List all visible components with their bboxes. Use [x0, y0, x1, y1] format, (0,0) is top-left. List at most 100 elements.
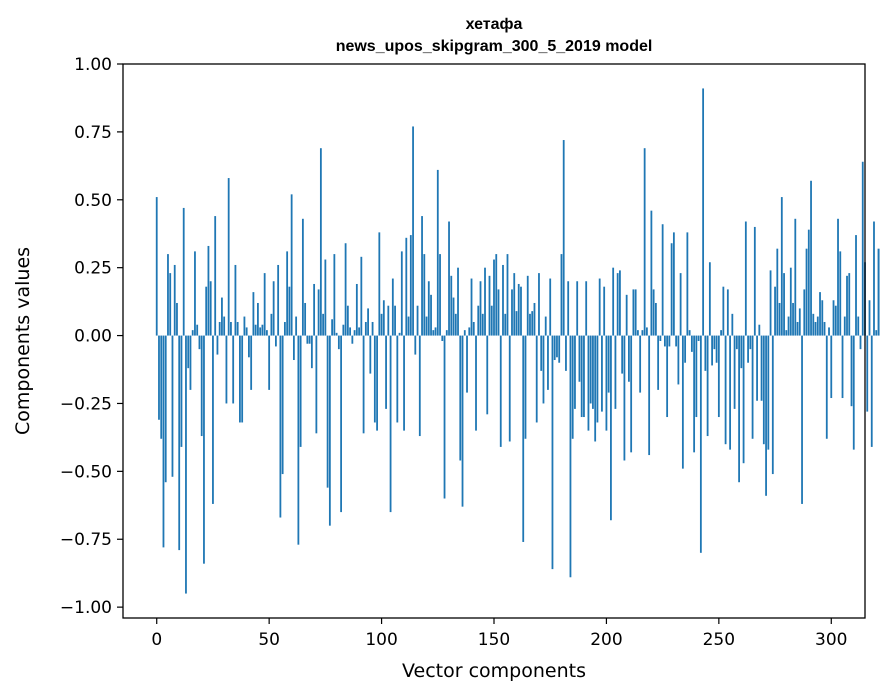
bar-298 — [825, 335, 828, 439]
bar-260 — [740, 335, 743, 369]
bar-107 — [396, 335, 399, 423]
bar-100 — [380, 313, 383, 336]
bar-101 — [382, 300, 385, 336]
bar-6 — [169, 273, 172, 336]
bar-149 — [490, 305, 493, 336]
bar-136 — [461, 335, 464, 507]
bar-204 — [614, 335, 617, 409]
bar-220 — [650, 210, 653, 336]
bar-197 — [598, 278, 601, 336]
bar-142 — [475, 335, 477, 431]
bar-262 — [744, 221, 747, 336]
bar-22 — [205, 286, 208, 336]
bar-258 — [735, 335, 738, 350]
bar-123 — [432, 330, 435, 336]
bar-279 — [783, 273, 785, 336]
bar-130 — [448, 221, 450, 336]
bar-199 — [603, 286, 606, 336]
bar-154 — [502, 264, 504, 336]
bar-227 — [666, 335, 669, 418]
bar-193 — [589, 335, 592, 404]
bar-243 — [702, 88, 705, 336]
bar-128 — [443, 335, 446, 499]
bar-124 — [434, 327, 437, 336]
bar-17 — [194, 251, 196, 336]
bar-65 — [301, 218, 304, 336]
bar-159 — [513, 273, 516, 336]
bar-12 — [182, 207, 185, 336]
bar-166 — [529, 313, 531, 336]
bar-246 — [708, 262, 711, 336]
bar-52 — [272, 281, 275, 336]
y-axis: 1.00 0.75 0.50 0.25 0.00 −0.25 −0.50 −0.75 −1.00 — [60, 55, 123, 618]
bar-167 — [531, 311, 534, 336]
bar-200 — [605, 335, 608, 431]
bar-285 — [796, 321, 799, 336]
bar-48 — [263, 273, 266, 336]
bar-103 — [387, 305, 390, 336]
bar-50 — [268, 335, 271, 390]
bar-266 — [753, 226, 756, 336]
bar-215 — [639, 335, 642, 393]
bar-255 — [729, 335, 731, 450]
bar-307 — [846, 275, 848, 336]
bar-252 — [722, 286, 725, 336]
bar-23 — [207, 245, 210, 336]
bar-274 — [771, 335, 774, 475]
bar-114 — [412, 126, 414, 336]
bar-31 — [225, 335, 228, 404]
bar-84 — [344, 243, 347, 336]
bar-28 — [218, 321, 221, 336]
bar-105 — [391, 278, 394, 336]
chart-title: хетафа — [466, 16, 523, 33]
bar-169 — [535, 335, 538, 423]
bar-164 — [524, 335, 527, 439]
bar-314 — [861, 161, 864, 336]
bar-55 — [279, 335, 282, 518]
bar-237 — [688, 330, 691, 336]
bar-210 — [628, 335, 630, 382]
bar-148 — [488, 275, 491, 336]
bar-43 — [252, 292, 255, 336]
bar-4 — [164, 335, 167, 483]
bar-18 — [196, 324, 199, 336]
bar-14 — [187, 335, 190, 369]
bar-238 — [690, 335, 693, 352]
bar-311 — [855, 235, 857, 336]
bar-177 — [553, 335, 556, 361]
bar-99 — [378, 232, 381, 336]
bar-21 — [203, 335, 205, 564]
bar-281 — [787, 316, 790, 336]
bar-26 — [214, 216, 217, 336]
bar-268 — [758, 324, 761, 336]
bar-229 — [670, 243, 673, 336]
bar-143 — [477, 305, 480, 336]
bar-3 — [162, 335, 165, 548]
bar-278 — [780, 197, 783, 336]
bar-313 — [859, 335, 862, 350]
bar-63 — [297, 335, 300, 545]
bar-145 — [481, 313, 484, 336]
bar-231 — [675, 335, 678, 347]
y-axis-label: Components values — [12, 247, 34, 435]
bar-46 — [259, 327, 262, 336]
bar-77 — [328, 335, 331, 526]
bar-188 — [578, 335, 581, 382]
x-tick-label: 300 — [815, 630, 847, 650]
bar-9 — [176, 302, 178, 336]
bar-131 — [450, 275, 453, 336]
bar-256 — [731, 313, 734, 336]
bar-111 — [405, 237, 408, 336]
x-tick-label: 200 — [590, 630, 622, 650]
bar-290 — [807, 229, 810, 336]
bar-47 — [261, 324, 264, 336]
bar-88 — [353, 330, 356, 336]
y-tick-label: −0.50 — [60, 462, 112, 482]
bar-236 — [686, 232, 689, 336]
bar-118 — [421, 216, 423, 336]
bar-235 — [684, 335, 687, 363]
bar-318 — [870, 335, 873, 447]
bar-206 — [619, 270, 621, 336]
bar-272 — [767, 335, 770, 450]
